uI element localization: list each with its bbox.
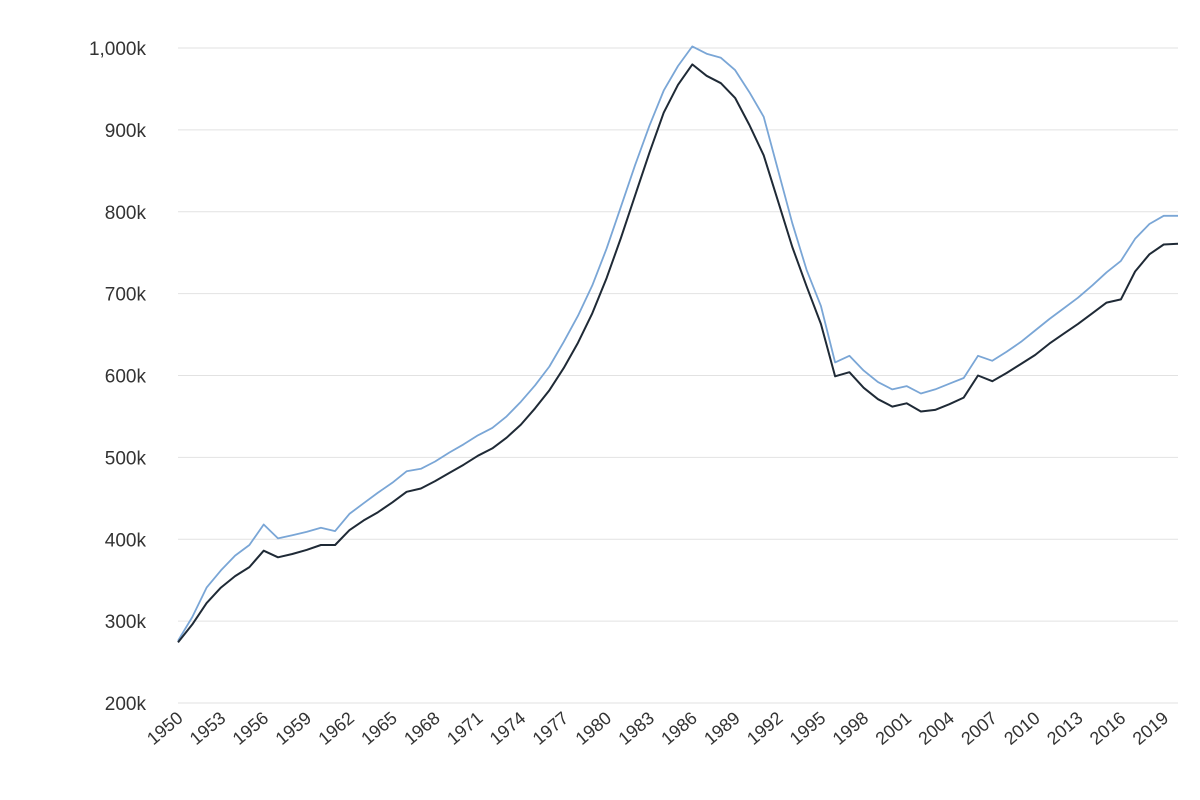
- series-lines: [177, 45, 1179, 644]
- y-tick-label: 700k: [105, 285, 147, 306]
- x-tick-label: 2016: [1086, 708, 1130, 749]
- x-tick-label: 1974: [486, 708, 530, 749]
- x-tick-label: 1950: [143, 708, 187, 749]
- y-tick-label: 400k: [105, 530, 147, 551]
- series-line-2: [177, 63, 1179, 644]
- x-tick-label: 2007: [957, 708, 1001, 749]
- x-tick-label: 1989: [700, 708, 744, 749]
- y-tick-label: 200k: [105, 694, 147, 715]
- x-tick-label: 1995: [786, 708, 830, 749]
- x-tick-label: 1992: [743, 708, 787, 749]
- y-tick-label: 800k: [105, 203, 147, 224]
- x-tick-label: 2001: [872, 708, 916, 749]
- x-tick-label: 2004: [914, 708, 958, 749]
- x-tick-label: 1983: [614, 708, 658, 749]
- x-tick-label: 2010: [1000, 708, 1044, 749]
- x-tick-label: 1977: [529, 708, 573, 749]
- x-tick-label: 1956: [229, 708, 273, 749]
- x-tick-label: 1998: [829, 708, 873, 749]
- y-tick-label: 900k: [105, 121, 147, 142]
- x-tick-label: 1953: [186, 708, 230, 749]
- x-tick-label: 1962: [314, 708, 358, 749]
- y-axis: 200k 300k 400k 500k 600k 700k 800k 900k 1,000k: [89, 39, 147, 715]
- series-line-1: [177, 45, 1178, 642]
- x-tick-label: 1959: [272, 708, 316, 749]
- x-tick-label: 1986: [657, 708, 701, 749]
- x-tick-label: 1980: [572, 708, 616, 749]
- x-tick-label: 1968: [400, 708, 444, 749]
- y-tick-label: 300k: [105, 612, 147, 633]
- y-tick-label: 500k: [105, 448, 147, 469]
- x-tick-label: 2013: [1043, 708, 1087, 749]
- x-tick-label: 1971: [443, 708, 487, 749]
- x-axis: 1950 1953 1956 1959 1962 1965 1968 1971 1974 1977…: [143, 708, 1172, 749]
- y-tick-label: 1,000k: [89, 39, 147, 60]
- y-tick-label: 600k: [105, 367, 147, 388]
- x-tick-label: 1965: [357, 708, 401, 749]
- x-tick-label: 2019: [1129, 708, 1173, 749]
- gridlines: [178, 47, 1178, 704]
